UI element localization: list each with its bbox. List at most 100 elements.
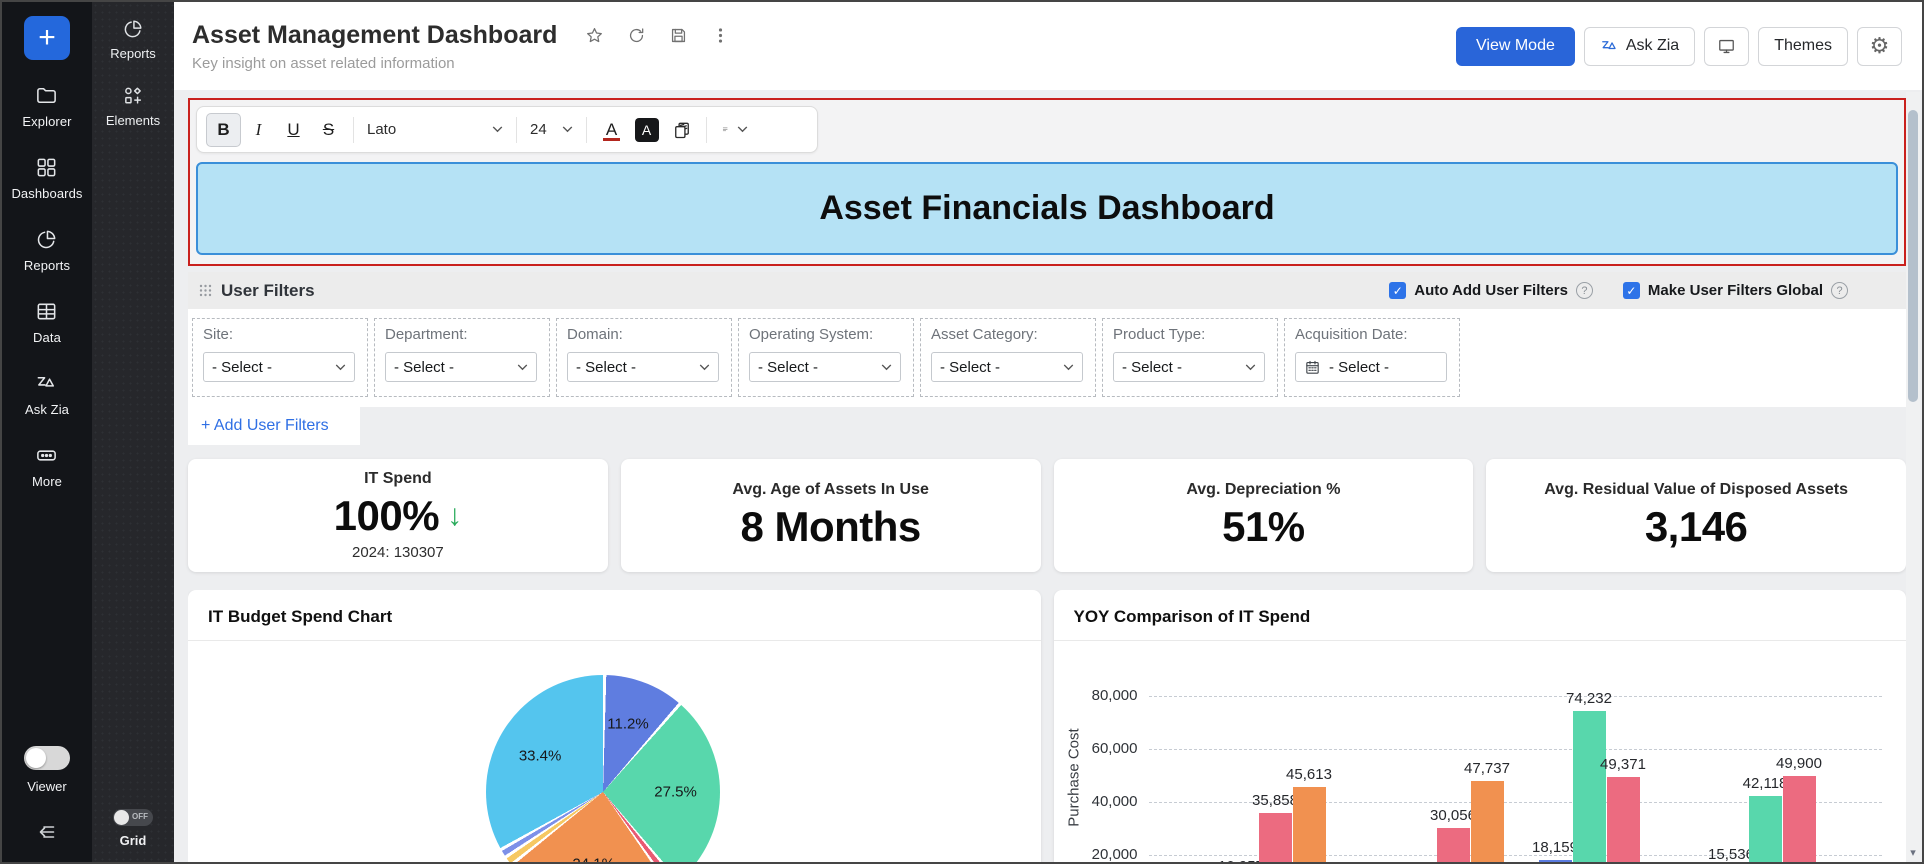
viewer-toggle[interactable]: [24, 746, 70, 770]
filter-label: Site:: [203, 326, 234, 343]
scrollbar-down-arrow[interactable]: ▾: [1910, 847, 1916, 859]
pie-slice-label: 24.1%: [572, 855, 615, 862]
filter-department: Department: - Select -: [374, 318, 550, 397]
bar-45613[interactable]: [1292, 787, 1326, 862]
help-icon[interactable]: ?: [1831, 282, 1848, 299]
presentation-button[interactable]: [1704, 26, 1750, 66]
bar-30056[interactable]: [1436, 828, 1470, 862]
kpi-title: Avg. Residual Value of Disposed Assets: [1544, 480, 1849, 498]
sidebar-item-label: Ask Zia: [24, 402, 70, 417]
collapse-sidebar-icon[interactable]: [35, 820, 59, 844]
scrollbar-thumb[interactable]: [1908, 110, 1918, 402]
reports-pie-icon: [35, 228, 58, 251]
kpi-value: 8 Months: [740, 502, 921, 550]
kpi-title: Avg. Depreciation %: [1186, 480, 1341, 498]
save-icon[interactable]: [669, 26, 688, 45]
strikethrough-button[interactable]: S: [322, 119, 335, 139]
vertical-scrollbar[interactable]: ▾: [1906, 92, 1920, 860]
sidebar-item-dashboards[interactable]: Dashboards: [11, 156, 82, 201]
sidebar-item-label: Reports: [23, 258, 71, 273]
filter-select-domain[interactable]: - Select -: [567, 352, 719, 382]
main-area: Asset Management Dashboard Key insight o…: [174, 2, 1922, 862]
toggle-knob: [114, 810, 129, 825]
sidebar-item-data[interactable]: Data: [11, 300, 82, 345]
text-align-select[interactable]: [714, 126, 754, 133]
filter-select-operating-system[interactable]: - Select -: [749, 352, 901, 382]
panel-item-elements[interactable]: Elements: [106, 85, 160, 128]
font-color-letter: A: [605, 119, 618, 139]
background-color-button[interactable]: A: [629, 113, 664, 147]
bar-47737[interactable]: [1470, 781, 1504, 862]
sidebar-item-reports[interactable]: Reports: [11, 228, 82, 273]
copy-format-icon[interactable]: [664, 113, 699, 147]
filter-select-asset-category[interactable]: - Select -: [931, 352, 1083, 382]
bar-18159[interactable]: [1538, 859, 1572, 862]
sidebar-item-more[interactable]: More: [11, 444, 82, 489]
view-mode-label: View Mode: [1476, 37, 1555, 54]
underline-button[interactable]: U: [287, 119, 300, 139]
refresh-icon[interactable]: [627, 26, 646, 45]
filter-select-product-type[interactable]: - Select -: [1113, 352, 1265, 382]
help-icon[interactable]: ?: [1575, 282, 1593, 299]
bar-value-label: 30,056: [1430, 807, 1476, 825]
bar-42118[interactable]: [1748, 796, 1782, 862]
font-family-value: Lato: [367, 121, 397, 138]
bar-49900[interactable]: [1782, 775, 1816, 862]
filter-select-site[interactable]: - Select -: [203, 352, 355, 382]
grid-toggle[interactable]: OFF: [113, 809, 153, 826]
font-size-select[interactable]: 24: [524, 121, 579, 138]
bar-35858[interactable]: [1258, 812, 1292, 862]
font-color-swatch: [603, 137, 620, 141]
sidebar-item-explorer[interactable]: Explorer: [11, 84, 82, 129]
bold-button[interactable]: B: [206, 112, 241, 147]
settings-button[interactable]: ⚙: [1857, 26, 1902, 66]
pie-chart[interactable]: [486, 675, 720, 862]
filter-select-acquisition-date[interactable]: - Select -: [1295, 352, 1447, 382]
filter-label: Product Type:: [1113, 326, 1206, 343]
filter-label: Department:: [385, 326, 468, 343]
new-button[interactable]: +: [24, 16, 70, 60]
gear-icon: ⚙: [1869, 33, 1890, 58]
banner-text: Asset Financials Dashboard: [819, 189, 1275, 227]
italic-button[interactable]: I: [255, 119, 262, 139]
view-mode-button[interactable]: View Mode: [1456, 26, 1575, 66]
kpi-value: 3,146: [1644, 502, 1748, 550]
ask-zia-button[interactable]: Ask Zia: [1583, 26, 1696, 66]
panel-item-reports[interactable]: Reports: [106, 18, 160, 61]
chevron-down-icon: [492, 126, 503, 133]
font-size-value: 24: [530, 121, 547, 138]
monitor-icon: [1717, 37, 1736, 56]
toolbar-divider: [353, 116, 354, 143]
favorite-star-icon[interactable]: [585, 26, 604, 45]
dashboard-title-banner[interactable]: Asset Financials Dashboard: [196, 162, 1898, 255]
filter-select-department[interactable]: - Select -: [385, 352, 537, 382]
bar-49371[interactable]: [1606, 777, 1640, 862]
page-title: Asset Management Dashboard: [192, 20, 558, 49]
sidebar-item-ask-zia[interactable]: Ask Zia: [11, 372, 82, 417]
sidebar-item-label: More: [31, 474, 62, 489]
make-global-checkbox[interactable]: ✓: [1622, 282, 1640, 299]
kebab-menu-icon[interactable]: [711, 26, 730, 45]
bar-value-label: 35,858: [1252, 791, 1298, 809]
bar-chart-title: YOY Comparison of IT Spend: [1053, 590, 1906, 641]
font-family-select[interactable]: Lato: [361, 121, 509, 138]
themes-button[interactable]: Themes: [1758, 26, 1848, 66]
data-table-icon: [35, 300, 58, 323]
pie-slice-label: 11.2%: [607, 715, 649, 733]
kpi-row: IT Spend 100% ↓ 2024: 130307 Avg. Age of Ass…: [188, 459, 1906, 572]
y-tick-label: 60,000: [1091, 740, 1138, 757]
background-color-letter: A: [634, 117, 659, 142]
filter-select-value: - Select -: [758, 358, 819, 376]
add-user-filters-link[interactable]: + Add User Filters: [201, 417, 329, 434]
font-color-button[interactable]: A: [594, 113, 629, 147]
kpi-card-avg-depreciation: Avg. Depreciation % 51%: [1053, 459, 1474, 572]
bar-74232[interactable]: [1572, 711, 1606, 862]
align-lines-icon: [720, 126, 731, 133]
auto-add-checkbox[interactable]: ✓: [1389, 282, 1407, 299]
charts-row: IT Budget Spend Chart 11.2% 27.5% 24.1% 33.…: [188, 590, 1906, 862]
panel-item-label: Elements: [105, 113, 161, 128]
toggle-knob: [26, 748, 46, 768]
folder-icon: [35, 84, 58, 107]
drag-handle-icon[interactable]: [199, 284, 212, 297]
pie-chart-title: IT Budget Spend Chart: [188, 590, 1041, 641]
